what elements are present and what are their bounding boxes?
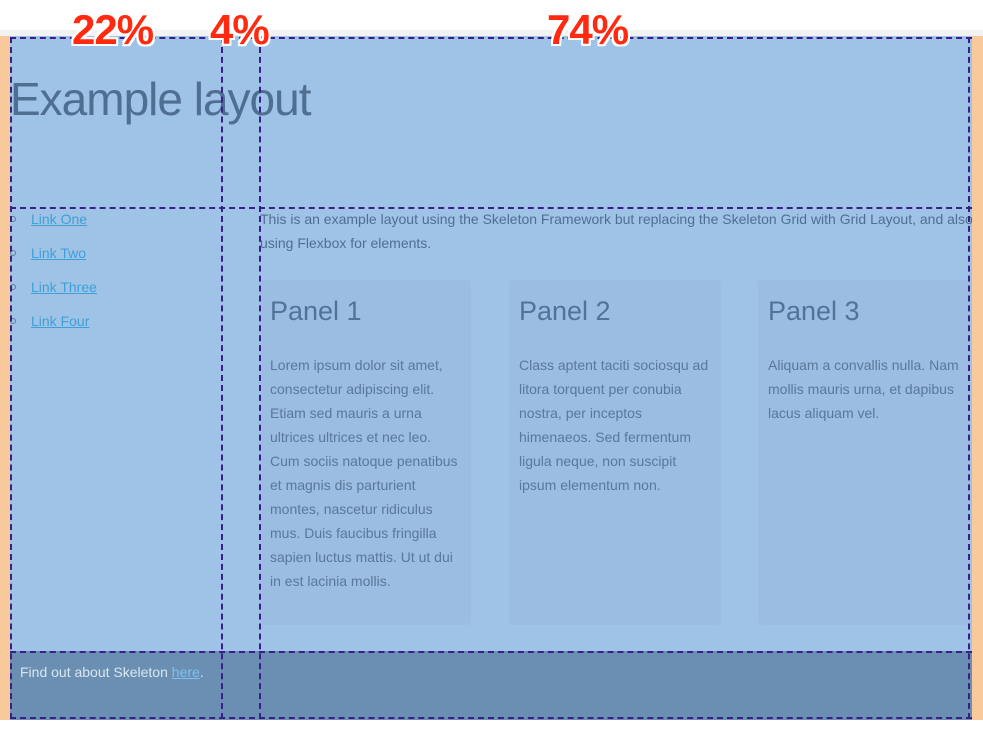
nav-link-four[interactable]: Link Four xyxy=(31,313,90,329)
grid-line-top xyxy=(10,37,972,39)
footer-suffix: . xyxy=(199,664,204,680)
browser-bottom-strip xyxy=(0,720,983,732)
grid-column-label-2: 4% xyxy=(210,6,270,53)
nav-link-two[interactable]: Link Two xyxy=(31,245,86,261)
panel-title: Panel 1 xyxy=(270,296,362,326)
sidebar-item-link-three: Link Three xyxy=(10,276,97,310)
panel-title: Panel 3 xyxy=(768,296,860,326)
grid-line-left xyxy=(10,37,12,719)
sidebar-item-link-one: Link One xyxy=(10,208,97,242)
panel-body: Aliquam a convallis nulla. Nam mollis ma… xyxy=(768,357,959,421)
page-footer: Find out about Skeleton here. xyxy=(10,651,972,720)
footer-text-wrap: Find out about Skeleton here. xyxy=(20,662,204,682)
grid-column-label-3: 74% xyxy=(547,6,629,53)
panel-1: Panel 1 Lorem ipsum dolor sit amet, cons… xyxy=(260,280,471,625)
grid-line-col-1 xyxy=(221,37,223,719)
panel-3: Panel 3 Aliquam a convallis nulla. Nam m… xyxy=(758,280,970,625)
footer-text: Find out about Skeleton xyxy=(20,664,172,680)
panel-body: Lorem ipsum dolor sit amet, consectetur … xyxy=(270,357,458,589)
sidebar-item-link-two: Link Two xyxy=(10,242,97,276)
sidebar-item-link-four: Link Four xyxy=(10,310,97,344)
grid-line-row-2 xyxy=(10,651,972,653)
panel-2: Panel 2 Class aptent taciti sociosqu ad … xyxy=(509,280,721,625)
nav-link-one[interactable]: Link One xyxy=(31,211,88,227)
intro-text: This is an example layout using the Skel… xyxy=(260,211,973,251)
panel-body: Class aptent taciti sociosqu ad litora t… xyxy=(519,357,709,493)
grid-line-col-2 xyxy=(259,37,261,719)
browser-top-strip xyxy=(0,0,983,30)
grid-line-right xyxy=(968,37,970,719)
nav-link-three[interactable]: Link Three xyxy=(31,279,97,295)
footer-here-link[interactable]: here xyxy=(171,664,200,680)
grid-line-bottom xyxy=(10,717,972,719)
browser-top-divider xyxy=(0,30,983,36)
page-title: Example layout xyxy=(10,73,311,125)
grid-line-row-1 xyxy=(10,207,972,209)
panel-title: Panel 2 xyxy=(519,296,611,326)
grid-column-label-1: 22% xyxy=(72,6,154,53)
sidebar-nav: Link One Link Two Link Three Link Four xyxy=(10,208,97,344)
